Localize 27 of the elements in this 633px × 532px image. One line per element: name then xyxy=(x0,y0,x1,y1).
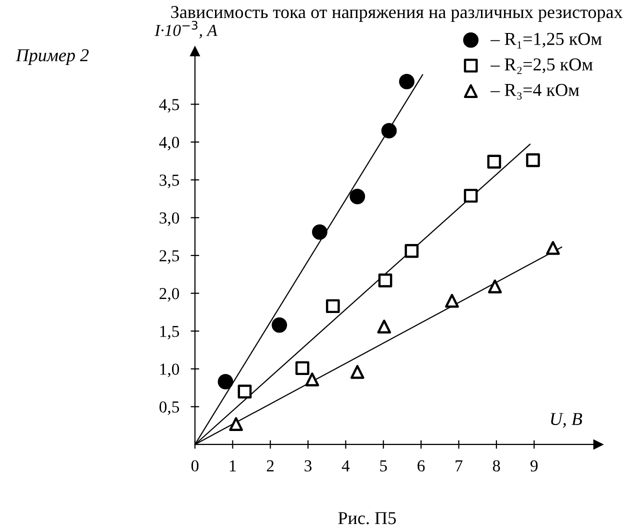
y-tick-label: 1,0 xyxy=(160,364,180,378)
x-tick-label: 0 xyxy=(191,460,198,472)
legend-label: – R₃=4 кОм xyxy=(490,84,580,100)
x-tick-label: 7 xyxy=(456,460,462,472)
text: Рис. П5 xyxy=(338,512,396,524)
text: Пример 2 xyxy=(16,49,89,66)
x-tick-label: 2 xyxy=(266,460,274,472)
x-tick-label: 9 xyxy=(530,460,538,472)
y-tick-label: 1,5 xyxy=(160,326,180,340)
legend-label: – R₂=2,5 кОм xyxy=(490,58,593,74)
y-tick-label: 2,0 xyxy=(160,288,180,302)
x-tick-label: 4 xyxy=(342,460,350,472)
x-axis-title: U, В xyxy=(551,413,582,428)
y-axis-title: I·10$^{−3}$, А xyxy=(154,20,218,38)
y-tick-label: 3,0 xyxy=(160,212,180,226)
y-tick-label: 3,5 xyxy=(160,174,180,188)
x-tick-label: 6 xyxy=(418,460,425,472)
y-tick-label: 4,5 xyxy=(159,99,180,113)
y-tick-label: 4,0 xyxy=(159,136,180,150)
x-tick-label: 8 xyxy=(492,460,500,472)
x-tick-label: 5 xyxy=(380,460,387,472)
chart-title: Зависимость тока от напряжения на различных резисторах xyxy=(171,6,623,22)
y-tick-label: 2,5 xyxy=(160,250,180,264)
x-tick-label: 3 xyxy=(304,460,312,472)
x-tick-label: 1 xyxy=(230,460,236,472)
legend-label: – R₁=1,25 кОм xyxy=(490,32,602,48)
y-tick-label: 0,5 xyxy=(159,401,180,416)
